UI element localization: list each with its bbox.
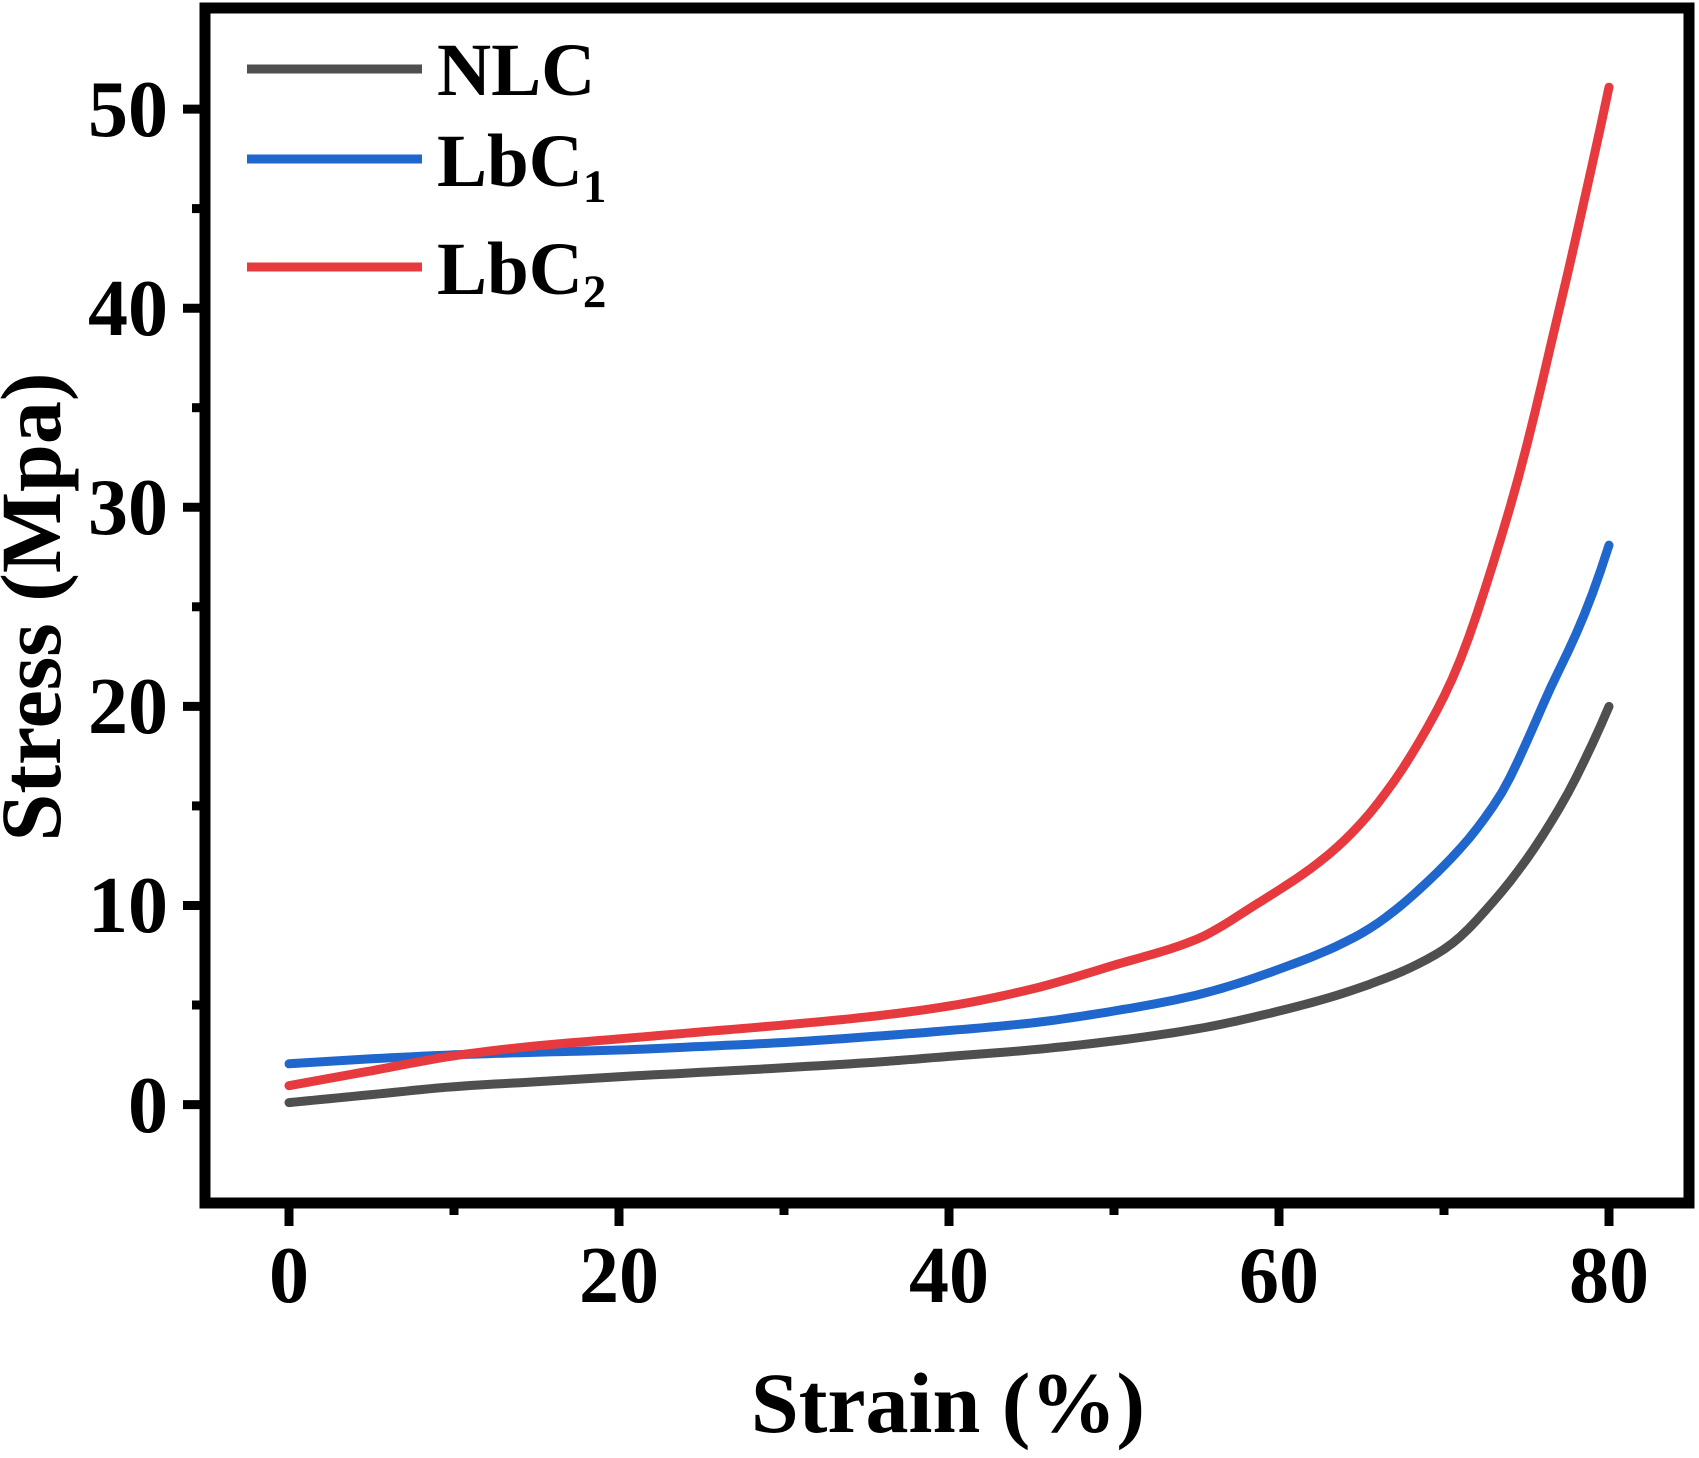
- svg-text:50: 50: [88, 66, 168, 154]
- svg-text:Stress (Mpa): Stress (Mpa): [0, 373, 79, 842]
- svg-text:LbC2: LbC2: [437, 228, 606, 318]
- svg-text:0: 0: [269, 1232, 309, 1320]
- svg-text:10: 10: [88, 862, 168, 950]
- svg-text:0: 0: [128, 1062, 168, 1150]
- svg-text:40: 40: [909, 1232, 989, 1320]
- svg-text:80: 80: [1569, 1232, 1649, 1320]
- svg-text:40: 40: [88, 265, 168, 353]
- svg-text:20: 20: [579, 1232, 659, 1320]
- svg-text:LbC1: LbC1: [437, 120, 606, 213]
- svg-text:60: 60: [1239, 1232, 1319, 1320]
- svg-text:Strain (%): Strain (%): [751, 1355, 1145, 1451]
- svg-text:NLC: NLC: [437, 29, 595, 112]
- svg-text:30: 30: [88, 464, 168, 552]
- svg-text:20: 20: [88, 663, 168, 751]
